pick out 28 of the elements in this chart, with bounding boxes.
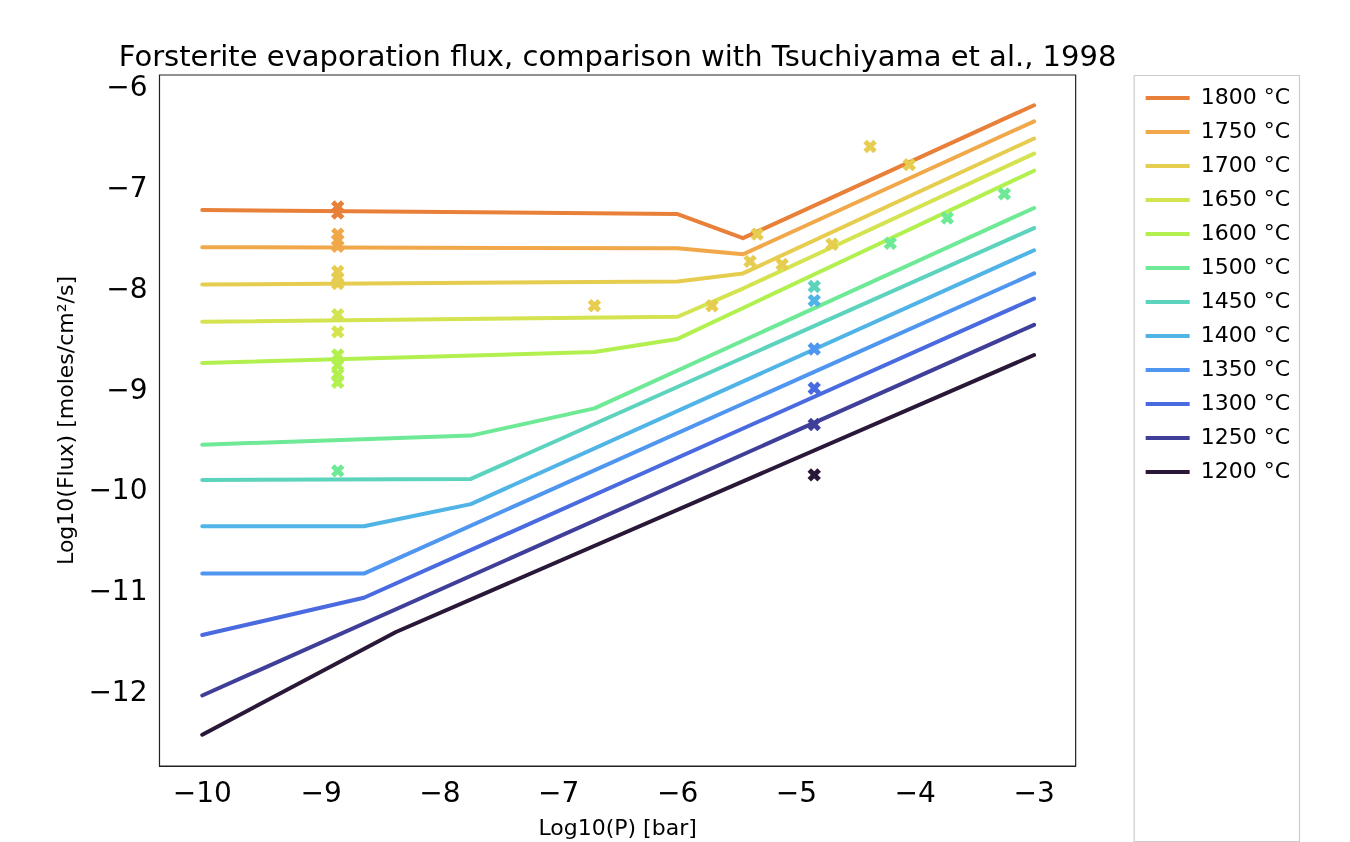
legend-label: 1250 °C (1200, 423, 1290, 449)
x-tick-label: −5 (775, 776, 818, 810)
legend-label: 1350 °C (1200, 355, 1290, 381)
legend-label: 1400 °C (1200, 321, 1290, 347)
legend-label: 1450 °C (1200, 287, 1290, 313)
legend-label: 1200 °C (1200, 457, 1290, 483)
y-tick-label: −10 (88, 473, 148, 507)
y-axis-title: Log10(Flux) [moles/cm²/s] (52, 276, 78, 565)
legend-label: 1650 °C (1200, 185, 1290, 211)
legend-label: 1750 °C (1200, 117, 1290, 143)
legend-label: 1700 °C (1200, 151, 1290, 177)
y-tick-label: −12 (88, 674, 148, 708)
y-tick-label: −7 (106, 171, 148, 205)
x-tick-label: −10 (172, 776, 232, 810)
y-tick-label: −11 (88, 574, 148, 608)
x-axis-title: Log10(P) [bar] (538, 814, 697, 840)
x-tick-label: −3 (1013, 776, 1055, 810)
x-tick-label: −4 (894, 776, 936, 810)
x-tick-label: −6 (656, 776, 699, 810)
y-tick-label: −9 (106, 372, 148, 406)
legend-label: 1300 °C (1200, 389, 1290, 415)
x-tick-label: −8 (419, 776, 461, 810)
legend-label: 1800 °C (1200, 83, 1290, 109)
legend-label: 1500 °C (1200, 253, 1290, 279)
legend-label: 1600 °C (1200, 219, 1290, 245)
x-tick-label: −9 (300, 776, 342, 810)
y-tick-label: −8 (106, 271, 148, 305)
x-tick-label: −7 (538, 776, 580, 810)
